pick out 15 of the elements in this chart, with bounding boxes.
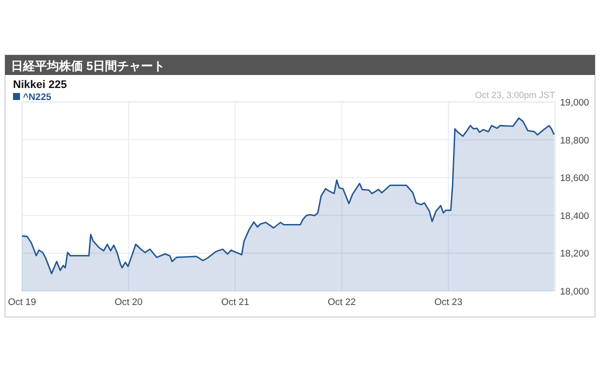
xtick: Oct 20 [114, 297, 143, 308]
xtick: Oct 23 [434, 297, 462, 308]
ytick: 18,400 [560, 210, 590, 222]
ytick: 19,000 [560, 98, 590, 108]
xtick: Oct 21 [221, 297, 250, 308]
title: 日経平均株価 5日間チャート [11, 59, 166, 73]
ytick: 18,800 [560, 135, 590, 146]
ytick: 18,200 [560, 248, 590, 260]
legend-label: ^N225 [23, 92, 52, 103]
ytick: 18,000 [560, 286, 590, 298]
subtitle: Nikkei 225 [13, 79, 67, 91]
annotation: Oct 23, 3:00pm JST [474, 90, 555, 100]
xtick: Oct 22 [328, 297, 356, 308]
ytick: 18,600 [560, 173, 590, 184]
xtick: Oct 19 [8, 297, 36, 308]
